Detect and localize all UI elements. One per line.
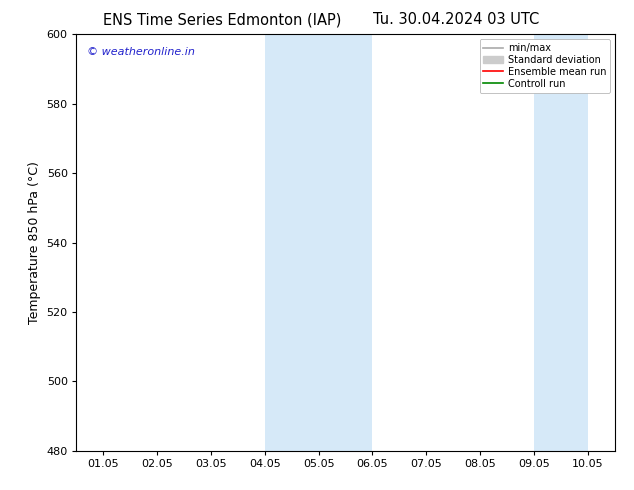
Legend: min/max, Standard deviation, Ensemble mean run, Controll run: min/max, Standard deviation, Ensemble me… [479, 39, 610, 93]
Text: Tu. 30.04.2024 03 UTC: Tu. 30.04.2024 03 UTC [373, 12, 540, 27]
Bar [265, 34, 373, 451]
Bar [534, 34, 588, 451]
Text: © weatheronline.in: © weatheronline.in [87, 47, 195, 57]
Y-axis label: Temperature 850 hPa (°C): Temperature 850 hPa (°C) [28, 161, 41, 324]
Text: ENS Time Series Edmonton (IAP): ENS Time Series Edmonton (IAP) [103, 12, 341, 27]
